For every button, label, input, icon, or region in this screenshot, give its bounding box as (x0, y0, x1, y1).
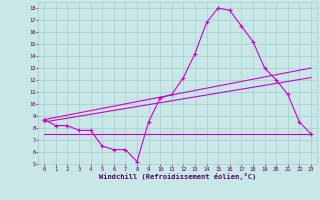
X-axis label: Windchill (Refroidissement éolien,°C): Windchill (Refroidissement éolien,°C) (99, 173, 256, 180)
